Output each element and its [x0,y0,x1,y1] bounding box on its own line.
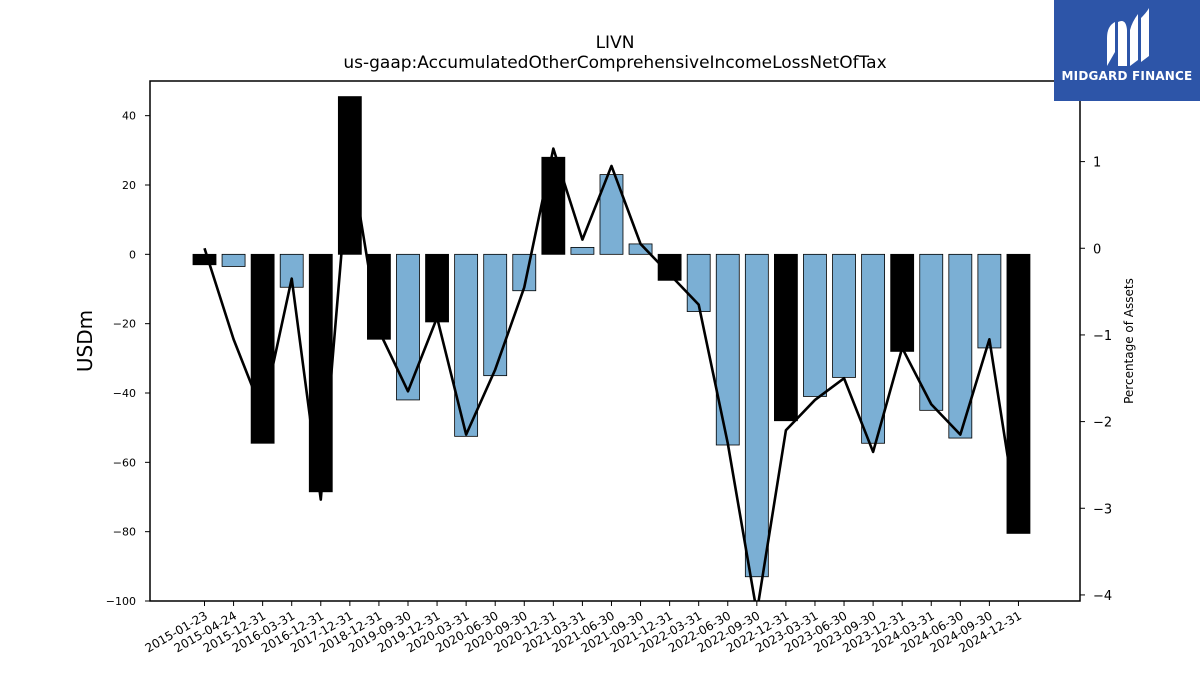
bar-2016-12-31 [308,253,333,493]
bar-2024-09-30 [977,253,1002,349]
bar-2015-01-23 [192,253,217,266]
y-tick-label: −20 [113,318,136,331]
midgard-logo-icon [1107,8,1149,66]
left-axis: 40 20 0 −20 −40 −60 −80 −100 [106,110,150,608]
bar-2024-03-31 [919,253,944,411]
y2-tick-label: 1 [1093,156,1101,171]
bars-group [192,96,1031,578]
y2-tick-label: −4 [1093,589,1112,604]
bar-2020-03-31 [454,253,479,437]
y-tick-label: 0 [129,248,136,261]
bar-2024-06-30 [948,253,973,439]
bar-2023-03-31 [803,253,827,397]
chart-title: LIVN [595,33,635,53]
logo-text: MIDGARD FINANCE [1061,69,1193,83]
line-group [203,147,1020,601]
bar-2021-03-31 [570,246,595,255]
bar-2021-12-31 [657,253,682,281]
right-axis: 1 0 −1 −2 −3 −4 [1080,156,1112,604]
bar-2019-09-30 [396,253,420,401]
y-axis-label: USDm [73,310,97,372]
y-tick-label: 20 [122,179,136,192]
y-tick-label: −60 [113,456,136,469]
bar-2023-12-31 [890,253,915,352]
bar-2022-09-30 [744,253,769,578]
bar-2015-04-24 [221,253,246,267]
bar-2015-12-31 [250,253,275,444]
bar-2018-12-31 [367,253,391,340]
bar-2019-12-31 [425,253,449,323]
percentage-line [203,147,1020,601]
y2-tick-label: −1 [1093,329,1112,344]
y-tick-label: 40 [122,110,136,123]
bar-2024-12-31 [1006,253,1031,534]
bar-2023-09-30 [861,253,886,444]
chart-subtitle: us-gaap:AccumulatedOtherComprehensiveInc… [343,53,887,73]
plot-frame [149,80,1081,602]
y2-tick-label: −3 [1093,502,1112,517]
y2-axis-label: Percentage of Assets [1122,278,1136,404]
bar-2020-06-30 [483,253,508,377]
bar-2022-12-31 [774,253,798,422]
y2-tick-label: 0 [1093,242,1101,257]
x-axis: 2015-01-232015-04-242015-12-312016-03-31… [143,601,1024,655]
y-tick-label: −100 [106,595,136,608]
bar-2023-06-30 [832,253,856,378]
y2-tick-label: −2 [1093,416,1112,431]
bar-2021-06-30 [599,174,624,255]
y-tick-label: −40 [113,387,136,400]
bar-2017-12-31 [337,96,362,255]
brand-logo: MIDGARD FINANCE [1054,0,1200,101]
bar-2022-06-30 [715,253,740,446]
y-tick-label: −80 [113,526,136,539]
